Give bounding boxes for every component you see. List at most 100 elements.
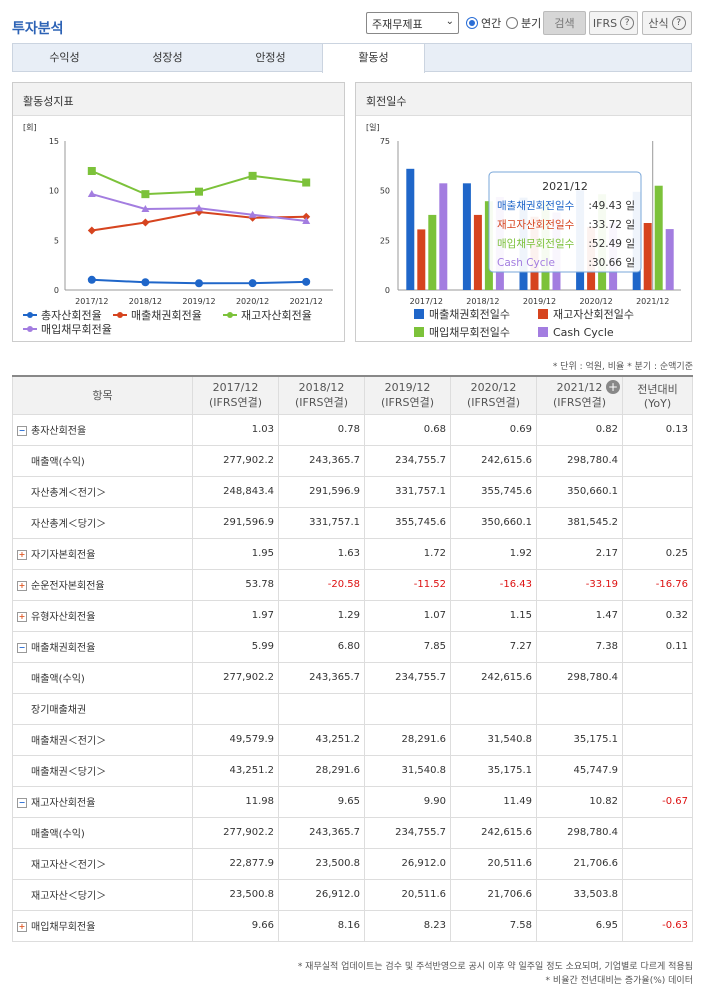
tab-growth[interactable]: 성장성: [152, 51, 183, 64]
table-row: 재고자산＜당기＞ 23,500.8 26,912.0 20,511.6 21,706.6…: [12, 878, 693, 911]
table-cell: 26,912.0: [278, 878, 365, 911]
table-row: − 매출채권회전율 5.99 6.80 7.85 7.27 7.38 0.11: [12, 630, 693, 663]
expand-icon[interactable]: +: [17, 550, 27, 560]
row-label[interactable]: + 매입채무회전율: [12, 909, 193, 942]
ifrs-button[interactable]: IFRS?: [589, 11, 638, 35]
collapse-icon[interactable]: −: [17, 798, 27, 808]
tab-activity[interactable]: 활동성: [322, 43, 425, 73]
column-header: 2018/12 (IFRS연결): [278, 375, 365, 415]
table-cell: 23,500.8: [192, 878, 279, 911]
table-cell: 7.58: [450, 909, 537, 942]
legend-marker: [227, 312, 233, 318]
table-row: 매출액(수익) 277,902.2 243,365.7 234,755.7 242,61…: [12, 444, 693, 477]
table-cell: 291,596.9: [192, 506, 279, 539]
table-cell: 298,780.4: [536, 816, 623, 849]
table-cell: 0.11: [622, 630, 693, 663]
tooltip-value: :33.72 일: [588, 218, 635, 231]
row-label-text: 재고자산회전율: [31, 798, 96, 809]
statement-select[interactable]: 주재무제표 ⌄: [366, 12, 459, 34]
turnover-days-bar-chart: [일]75 50 25 0 2017/12 2018/12 2019/12 2020/12 20…: [366, 123, 681, 339]
table-row: 매출액(수익) 277,902.2 243,365.7 234,755.7 242,61…: [12, 816, 693, 849]
x-tick-label: 2020/12: [236, 297, 269, 306]
data-point: [195, 204, 203, 212]
row-label-text: 매출액(수익): [31, 674, 85, 685]
table-cell: 7.27: [450, 630, 537, 663]
search-button[interactable]: 검색: [543, 11, 586, 35]
row-label[interactable]: − 재고자산회전율: [12, 785, 193, 818]
expand-icon[interactable]: +: [17, 612, 27, 622]
table-cell: 8.23: [364, 909, 451, 942]
row-label[interactable]: + 순운전자본회전율: [12, 568, 193, 601]
row-label-text: 장기매출채권: [31, 705, 87, 716]
turnover-days-chart-panel: 회전일수 [일] 75 50 25 0 2017/12 2018/12 2019/12 2020…: [355, 82, 692, 342]
column-header: 전년대비 (YoY): [622, 375, 693, 415]
table-cell: 43,251.2: [278, 723, 365, 756]
legend-marker: [117, 312, 123, 318]
bar: [439, 183, 448, 290]
data-point: [87, 275, 96, 284]
table-cell: 298,780.4: [536, 661, 623, 694]
bar: [654, 185, 663, 290]
collapse-icon[interactable]: −: [17, 643, 27, 653]
y-tick-label: 5: [54, 236, 59, 245]
column-header: 2021/12 (IFRS연결) +: [536, 375, 623, 415]
data-point: [302, 216, 311, 224]
table-cell: [278, 692, 365, 725]
expand-icon[interactable]: +: [17, 581, 27, 591]
y-tick-label: 10: [49, 187, 59, 196]
quarter-label: 분기: [521, 17, 542, 30]
row-label-text: 재고자산＜전기＞: [31, 860, 107, 871]
table-row: 재고자산＜전기＞ 22,877.9 23,500.8 26,912.0 20,511.6…: [12, 847, 693, 880]
table-cell: 28,291.6: [278, 754, 365, 787]
column-header: 항목: [12, 375, 193, 415]
collapse-icon[interactable]: −: [17, 426, 27, 436]
select-value: 주재무제표: [372, 18, 423, 31]
row-label: 자산총계＜당기＞: [12, 506, 193, 539]
table-cell: 242,615.6: [450, 816, 537, 849]
ifrs-label: IFRS: [592, 16, 618, 30]
row-label[interactable]: + 자기자본회전율: [12, 537, 193, 570]
tooltip-value: :52.49 일: [588, 237, 635, 250]
table-cell: 11.49: [450, 785, 537, 818]
row-label[interactable]: + 유형자산회전율: [12, 599, 193, 632]
table-cell: 243,365.7: [278, 816, 365, 849]
row-label[interactable]: − 매출채권회전율: [12, 630, 193, 663]
table-cell: 350,660.1: [536, 475, 623, 508]
tab-stability[interactable]: 안정성: [255, 51, 286, 64]
table-cell: 8.16: [278, 909, 365, 942]
table-row: 매출액(수익) 277,902.2 243,365.7 234,755.7 242,61…: [12, 661, 693, 694]
bar: [417, 229, 426, 290]
table-cell: 5.99: [192, 630, 279, 663]
table-cell: 6.80: [278, 630, 365, 663]
x-tick-label: 2019/12: [182, 297, 215, 306]
table-cell: 0.13: [622, 413, 693, 446]
table-cell: 1.95: [192, 537, 279, 570]
annual-label: 연간: [481, 17, 502, 30]
table-cell: 20,511.6: [450, 847, 537, 880]
table-cell: [622, 878, 693, 911]
quarter-radio[interactable]: 분기: [506, 15, 541, 31]
table-cell: 1.15: [450, 599, 537, 632]
y-tick-label: 15: [49, 137, 59, 146]
tooltip-label: 재고자산회전일수: [497, 218, 575, 231]
data-point: [302, 178, 311, 187]
annual-radio[interactable]: 연간: [466, 15, 501, 31]
row-label-text: 매입채무회전율: [31, 922, 96, 933]
table-row: 자산총계＜전기＞ 248,843.4 291,596.9 331,757.1 355,7…: [12, 475, 693, 508]
tooltip-value: :49.43 일: [588, 199, 635, 212]
data-point: [87, 190, 96, 198]
row-label[interactable]: − 총자산회전율: [12, 413, 193, 446]
table-cell: 28,291.6: [364, 723, 451, 756]
data-point: [248, 210, 257, 218]
add-column-icon[interactable]: +: [606, 380, 620, 394]
formula-button[interactable]: 산식?: [642, 11, 692, 35]
data-point: [141, 278, 150, 287]
legend-swatch: [538, 327, 548, 337]
table-cell: -0.63: [622, 909, 693, 942]
legend-label: 매출채권회전율: [131, 309, 202, 322]
table-cell: 9.65: [278, 785, 365, 818]
tooltip-label: 매입채무회전일수: [497, 237, 575, 250]
table-cell: 1.63: [278, 537, 365, 570]
tab-profitability[interactable]: 수익성: [49, 51, 80, 64]
expand-icon[interactable]: +: [17, 922, 27, 932]
